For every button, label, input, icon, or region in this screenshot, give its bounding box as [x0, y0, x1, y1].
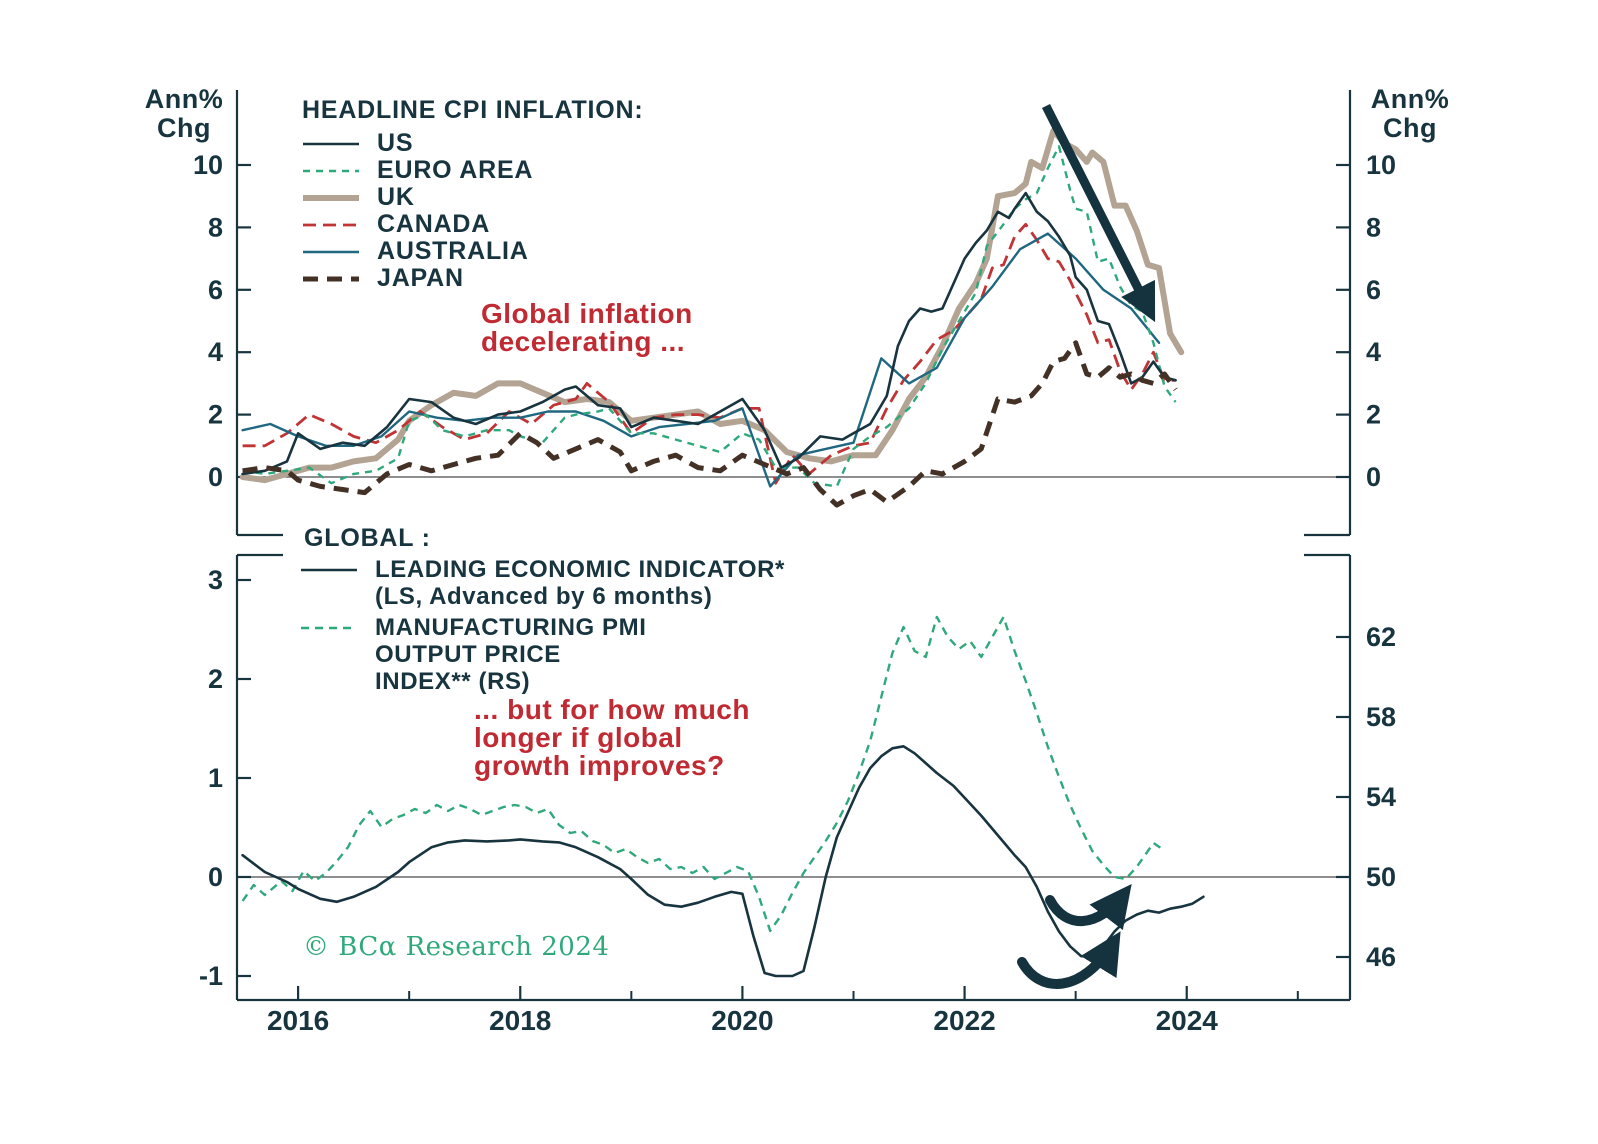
- copyright-text: © BCα Research 2024: [303, 932, 610, 962]
- inflation-decline-arrow-icon: [1041, 103, 1156, 323]
- legend-item-manufacturing-pmi: MANUFACTURING PMI OUTPUT PRICE INDEX** (RS…: [300, 614, 647, 695]
- y-tick-label-right: 8: [1366, 212, 1381, 242]
- annotation-line: decelerating ...: [481, 326, 686, 357]
- legend-label-japan: JAPAN: [377, 264, 464, 292]
- legend-label-line: LEADING ECONOMIC INDICATOR*: [375, 556, 785, 583]
- y-tick-label-left: 3: [208, 565, 223, 595]
- x-tick-label: 2016: [267, 1005, 329, 1036]
- legend-item-leading-economic-indicator: LEADING ECONOMIC INDICATOR* (LS, Advanced…: [300, 556, 785, 610]
- legend-label-canada: CANADA: [377, 210, 491, 238]
- cpi-legend-title: HEADLINE CPI INFLATION:: [302, 96, 644, 124]
- y-tick-label-right: 2: [1366, 400, 1381, 430]
- y-tick-label-right: 50: [1366, 862, 1396, 892]
- y-tick-label-right: 46: [1366, 942, 1396, 972]
- y-tick-label-left: 2: [208, 664, 223, 694]
- y-tick-label-right: 4: [1366, 337, 1381, 367]
- y-tick-label-right: 10: [1366, 150, 1396, 180]
- legend-label-manufacturing-pmi: MANUFACTURING PMI OUTPUT PRICE INDEX** (RS…: [375, 614, 647, 695]
- axis-unit-line1: Ann%: [144, 84, 224, 114]
- legend-swatch-canada: [303, 223, 359, 226]
- legend-item-euro-area: EURO AREA: [302, 156, 644, 184]
- y-tick-label-left: -1: [199, 961, 223, 991]
- y-tick-label-left: 2: [208, 400, 223, 430]
- legend-swatch-leading-economic-indicator: [301, 568, 357, 572]
- legend-label-euro-area: EURO AREA: [377, 156, 534, 184]
- y-tick-label-right: 58: [1366, 702, 1396, 732]
- y-tick-label-left: 4: [208, 337, 223, 367]
- y-tick-label-left: 1: [208, 763, 223, 793]
- legend-swatch-uk: [303, 194, 359, 201]
- x-tick-label: 2018: [489, 1005, 551, 1036]
- axis-unit-line1: Ann%: [1370, 84, 1450, 114]
- manufacturing-pmi-output-price-index-line: [241, 615, 1163, 933]
- x-tick-label: 2024: [1156, 1005, 1219, 1036]
- y-tick-label-right: 62: [1366, 622, 1396, 652]
- cpi-legend-items: US EURO AREA UK CANADA AUSTRALIA JAPAN: [302, 129, 644, 292]
- y-tick-label-right: 6: [1366, 275, 1381, 305]
- y-tick-label-right: 54: [1366, 782, 1396, 812]
- annotation-inflation-decelerating: Global inflation decelerating ...: [481, 300, 693, 356]
- y-tick-label-left: 10: [193, 150, 223, 180]
- upturn-arrow-icon: [1045, 883, 1132, 931]
- annotation-growth-improves: ... but for how much longer if global gr…: [474, 696, 750, 780]
- leading-economic-indicator-line: [241, 745, 1205, 978]
- annotation-line: Global inflation: [481, 298, 693, 329]
- legend-label-uk: UK: [377, 183, 415, 211]
- axis-unit-label-right: Ann% Chg: [1364, 85, 1456, 143]
- legend-swatch-japan: [303, 276, 359, 281]
- annotation-line: ... but for how much: [474, 694, 750, 725]
- cpi-legend: HEADLINE CPI INFLATION: US EURO AREA UK CAN…: [302, 96, 644, 292]
- y-tick-label-left: 6: [208, 275, 223, 305]
- legend-swatch-euro-area: [303, 169, 359, 172]
- legend-swatch-manufacturing-pmi: [301, 626, 357, 630]
- legend-label-us: US: [377, 129, 414, 157]
- euro-area-line: [242, 145, 1177, 488]
- legend-label-leading-economic-indicator: LEADING ECONOMIC INDICATOR* (LS, Advanced…: [375, 556, 785, 610]
- legend-label-australia: AUSTRALIA: [377, 237, 529, 265]
- us-line: [241, 191, 1177, 476]
- legend-item-us: US: [302, 129, 644, 157]
- y-tick-label-left: 0: [208, 862, 223, 892]
- annotation-line: longer if global: [474, 722, 683, 753]
- japan-line: [242, 340, 1178, 508]
- legend-item-canada: CANADA: [302, 210, 644, 238]
- x-tick-label: 2022: [933, 1005, 995, 1036]
- uk-line: [239, 127, 1185, 484]
- axis-unit-line2: Chg: [1383, 113, 1437, 143]
- legend-swatch-australia: [303, 250, 359, 253]
- y-tick-label-left: 0: [208, 462, 223, 492]
- legend-item-uk: UK: [302, 183, 644, 211]
- axis-unit-line2: Chg: [157, 113, 211, 143]
- legend-item-australia: AUSTRALIA: [302, 237, 644, 265]
- legend-label-line: INDEX** (RS): [375, 668, 531, 695]
- x-tick-label: 2020: [711, 1005, 773, 1036]
- y-tick-label-right: 0: [1366, 462, 1381, 492]
- legend-label-line: (LS, Advanced by 6 months): [375, 583, 713, 610]
- annotation-line: growth improves?: [474, 750, 725, 781]
- global-legend-title: GLOBAL :: [304, 524, 431, 552]
- axis-unit-label-left: Ann% Chg: [138, 85, 230, 143]
- legend-label-line: OUTPUT PRICE: [375, 641, 561, 668]
- legend-swatch-us: [303, 142, 359, 145]
- upturn-arrow-icon: [1017, 931, 1121, 989]
- legend-item-japan: JAPAN: [302, 264, 644, 292]
- legend-label-line: MANUFACTURING PMI: [375, 614, 647, 641]
- y-tick-label-left: 8: [208, 212, 223, 242]
